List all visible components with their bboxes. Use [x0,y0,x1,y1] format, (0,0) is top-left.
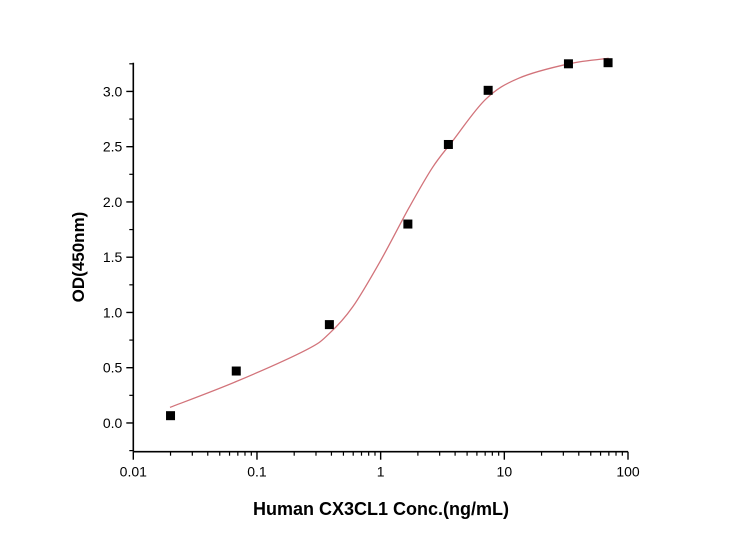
x-tick-label: 0.01 [120,464,147,480]
data-point [231,366,241,376]
y-tick-label: 2.0 [103,194,123,210]
x-tick-label: 1 [377,464,385,480]
y-tick-label: 1.0 [103,304,123,320]
axes: 0.0 0.5 1.0 1.5 2.0 2.5 3.0 0.01 0.1 1 10 100 [103,62,640,480]
data-point [483,85,493,95]
y-tick-label: 3.0 [103,83,123,99]
y-tick-label: 0.5 [103,360,123,376]
data-point [166,411,176,421]
marks [166,57,613,421]
y-tick-label: 0.0 [103,415,123,431]
fit-curve [169,57,609,408]
data-point [443,139,453,149]
y-tick-label: 1.5 [103,249,123,265]
data-point [563,59,573,69]
data-point [403,219,413,229]
data-point [324,320,334,330]
x-tick-label: 10 [497,464,513,480]
x-tick-label: 100 [616,464,640,480]
x-tick-label: 0.1 [247,464,267,480]
data-point [603,58,613,68]
y-tick-label: 2.5 [103,139,123,155]
x-axis-label: Human CX3CL1 Conc.(ng/mL) [253,499,509,519]
y-axis-label: OD(450nm) [69,212,88,303]
